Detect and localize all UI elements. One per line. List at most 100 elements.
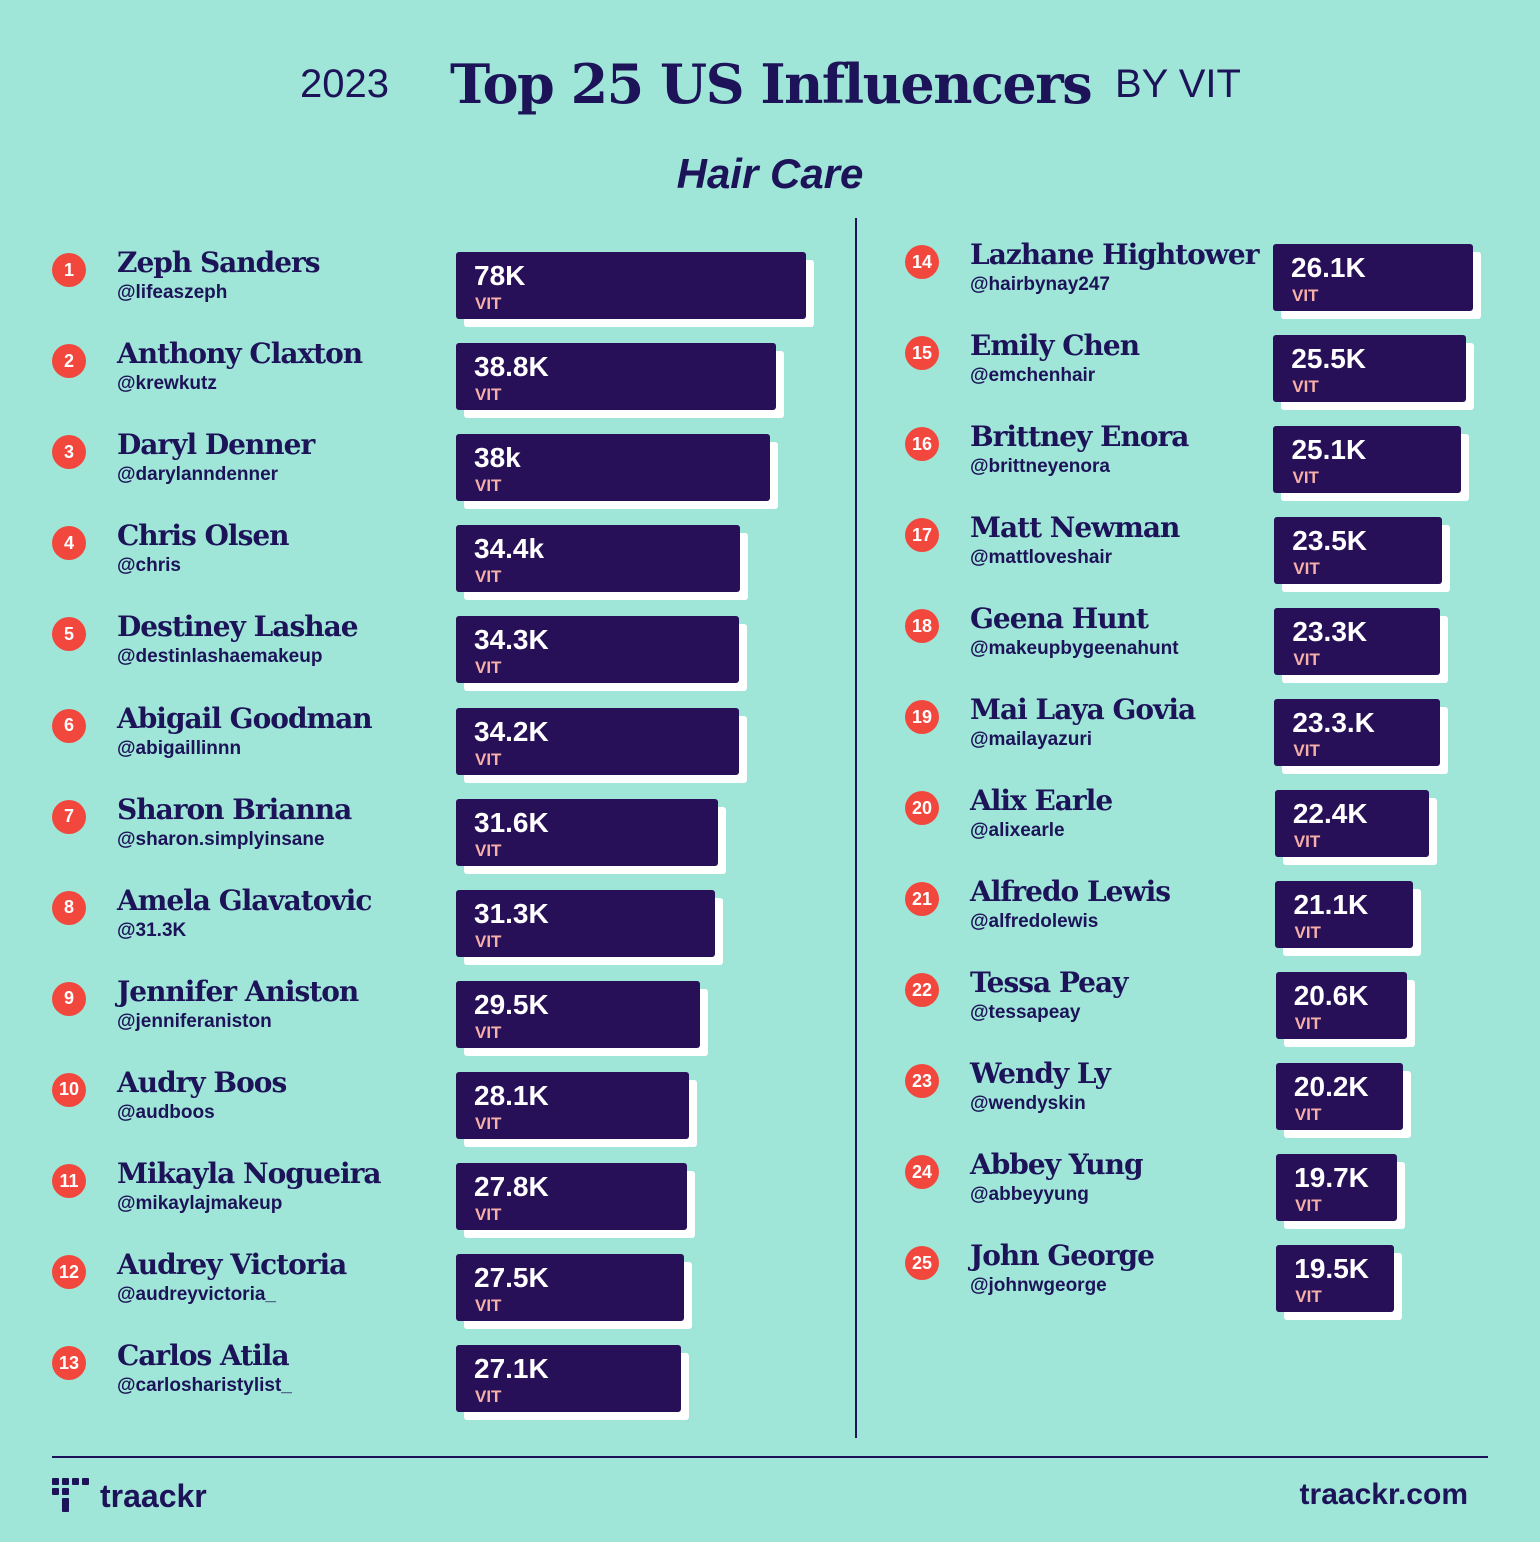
vit-value: 20.2K <box>1293 1071 1369 1102</box>
vit-value: 23.5K <box>1292 525 1367 556</box>
vit-unit-label: VIT <box>1292 377 1319 396</box>
influencer-handle: @jenniferaniston <box>117 1010 272 1032</box>
rank-badge: 23 <box>905 1064 939 1098</box>
rank-badge: 13 <box>52 1346 86 1381</box>
site-url[interactable]: traackr.com <box>1299 1478 1468 1511</box>
vit-value: 19.5K <box>1294 1253 1369 1284</box>
vit-value: 34.2K <box>474 715 549 747</box>
header-year: 2023 <box>300 62 389 106</box>
vit-unit-label: VIT <box>475 1205 502 1224</box>
influencer-name: Chris Olsen <box>117 519 290 553</box>
vit-value: 25.1K <box>1291 434 1367 465</box>
vit-unit-label: VIT <box>475 840 502 860</box>
vit-bar: 31.6K VIT <box>456 798 718 866</box>
rank-badge: 16 <box>905 427 939 461</box>
influencer-name: Wendy Ly <box>970 1057 1111 1090</box>
traackr-logo-icon <box>52 1476 100 1516</box>
vit-value: 31.6K <box>474 806 549 838</box>
influencer-handle: @mattloveshair <box>970 547 1113 568</box>
vit-unit-label: VIT <box>1292 468 1319 487</box>
rank-badge: 4 <box>52 526 86 561</box>
rank-badge: 17 <box>905 518 939 552</box>
vit-value: 38.8K <box>474 351 549 383</box>
influencer-handle: @makeupbygeenahunt <box>970 638 1179 659</box>
vit-bar: 19.5K VIT <box>1276 1245 1395 1312</box>
vit-bar: 31.3K VIT <box>456 889 716 957</box>
vit-unit-label: VIT <box>475 658 502 678</box>
influencer-name: Audry Boos <box>117 1065 287 1099</box>
influencer-name: Jennifer Aniston <box>117 974 359 1008</box>
vit-unit-label: VIT <box>1293 559 1320 578</box>
vit-bar: 20.2K VIT <box>1275 1063 1403 1130</box>
vit-bar: 38.8K VIT <box>456 343 776 411</box>
influencer-handle: @tessapeay <box>970 1002 1081 1023</box>
rank-badge: 12 <box>52 1255 86 1290</box>
vit-value: 38k <box>474 442 521 474</box>
vit-bar: 38k VIT <box>456 434 770 502</box>
influencer-handle: @audboos <box>117 1101 215 1123</box>
influencer-name: Tessa Peay <box>970 966 1128 999</box>
footer-divider <box>52 1456 1488 1458</box>
influencer-handle: @alfredolewis <box>970 911 1099 932</box>
rank-badge: 15 <box>905 336 939 370</box>
vit-unit-label: VIT <box>1293 650 1320 669</box>
rank-badge: 14 <box>905 245 939 279</box>
vit-value: 19.7K <box>1294 1162 1369 1193</box>
influencer-handle: @wendyskin <box>970 1093 1086 1114</box>
influencer-name: Emily Chen <box>970 329 1140 362</box>
rank-badge: 8 <box>52 890 86 925</box>
influencer-handle: @mikaylajmakeup <box>117 1193 283 1214</box>
rank-badge: 19 <box>905 700 939 734</box>
vit-unit-label: VIT <box>1294 1014 1322 1033</box>
influencer-handle: @emchenhair <box>970 365 1096 386</box>
influencer-name: Carlos Atila <box>117 1339 290 1373</box>
vit-unit-label: VIT <box>1294 1105 1322 1124</box>
influencer-handle: @johnwgeorge <box>970 1275 1107 1296</box>
influencer-name: Daryl Denner <box>117 428 315 462</box>
vit-bar: 25.5K VIT <box>1273 335 1466 402</box>
influencer-name: Amela Glavatovic <box>117 883 372 917</box>
influencer-handle: @abbeyyung <box>970 1184 1089 1205</box>
influencer-name: Alix Earle <box>970 784 1113 817</box>
vit-value: 27.5K <box>474 1262 549 1294</box>
vit-value: 22.4K <box>1292 798 1368 829</box>
vit-unit-label: VIT <box>475 476 502 496</box>
vit-value: 23.3K <box>1292 616 1368 647</box>
influencer-handle: @carlosharistylist_ <box>117 1375 292 1397</box>
vit-bar: 34.2K VIT <box>456 707 739 775</box>
vit-unit-label: VIT <box>1293 741 1320 760</box>
rank-badge: 20 <box>905 791 939 825</box>
vit-unit-label: VIT <box>475 567 502 587</box>
vit-value: 23.3.K <box>1292 707 1375 738</box>
influencer-handle: @audreyvictoria_ <box>117 1284 276 1306</box>
vit-bar: 34.3K VIT <box>456 616 740 684</box>
rank-badge: 22 <box>905 973 939 1007</box>
vit-bar: 19.7K VIT <box>1276 1154 1397 1221</box>
influencer-handle: @mailayazuri <box>970 729 1093 750</box>
vit-bar: 21.1K VIT <box>1275 881 1414 948</box>
influencer-name: Anthony Claxton <box>117 337 363 371</box>
influencer-name: Mai Laya Govia <box>970 693 1196 726</box>
influencer-handle: @brittneyenora <box>970 456 1110 477</box>
vit-bar: 34.4k VIT <box>456 525 741 593</box>
rank-badge: 9 <box>52 981 86 1016</box>
vit-unit-label: VIT <box>1294 923 1321 942</box>
vit-unit-label: VIT <box>475 385 502 405</box>
vit-bar: 22.4K VIT <box>1274 790 1429 857</box>
vit-unit-label: VIT <box>475 1296 502 1316</box>
vit-bar: 26.1K VIT <box>1273 244 1473 311</box>
column-divider <box>855 218 857 1438</box>
rank-badge: 18 <box>905 609 939 643</box>
vit-value: 26.1K <box>1291 252 1366 283</box>
influencer-handle: @sharon.simplyinsane <box>117 828 325 850</box>
influencer-name: Mikayla Nogueira <box>117 1157 382 1190</box>
vit-value: 25.5K <box>1291 343 1367 374</box>
influencer-handle: @darylanndenner <box>117 464 279 486</box>
influencer-name: Audrey Victoria <box>117 1248 347 1282</box>
rank-badge: 1 <box>52 253 86 287</box>
influencer-name: Brittney Enora <box>970 420 1189 453</box>
rank-badge: 24 <box>905 1155 939 1189</box>
vit-bar: 78K VIT <box>456 252 806 319</box>
influencer-handle: @lifeaszeph <box>117 282 228 303</box>
influencer-handle: @hairbynay247 <box>970 274 1110 295</box>
